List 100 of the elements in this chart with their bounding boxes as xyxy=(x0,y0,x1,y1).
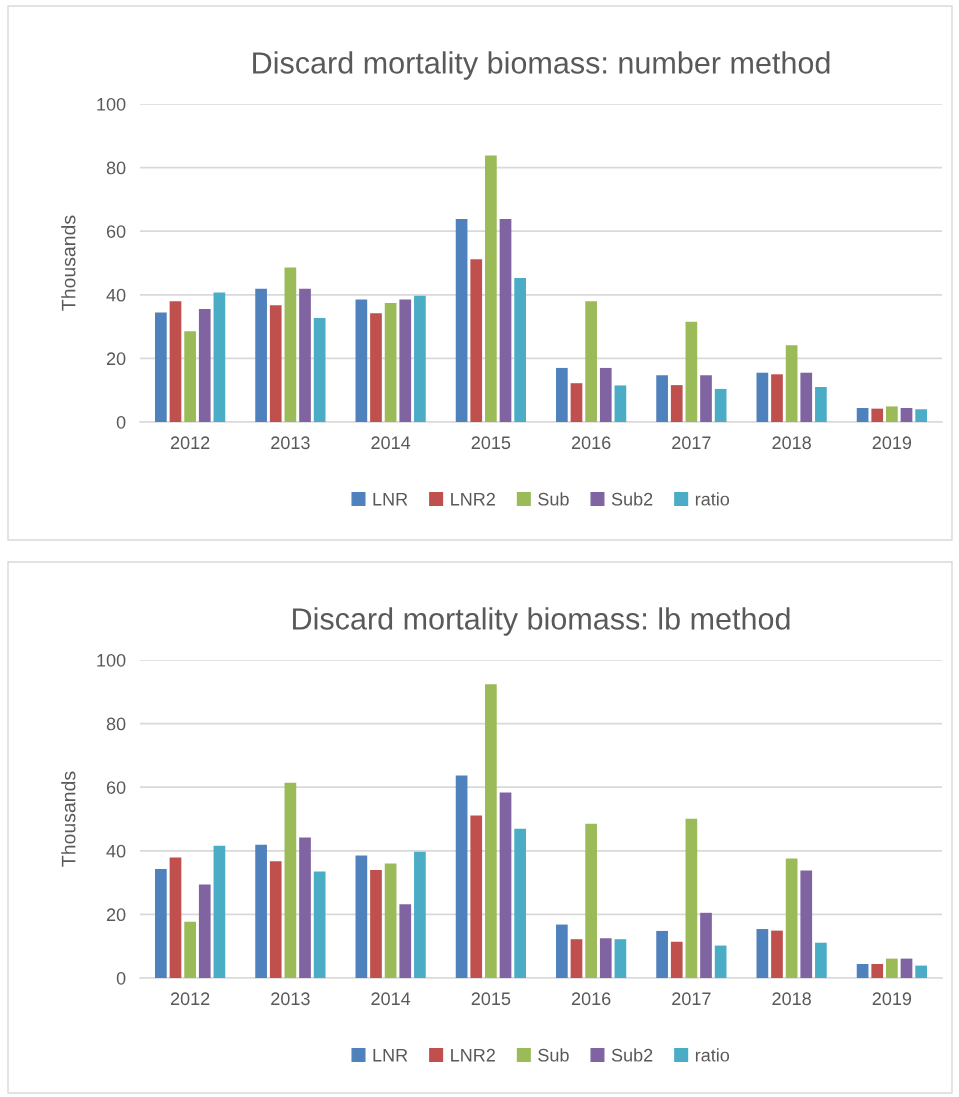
x-tick-label: 2013 xyxy=(271,436,310,450)
bar xyxy=(313,318,326,422)
bar xyxy=(370,869,382,978)
y-tick-label: 40 xyxy=(106,844,126,858)
x-tick-label: 2013 xyxy=(271,992,310,1006)
bar xyxy=(184,331,196,422)
bar xyxy=(384,863,397,978)
bar xyxy=(299,837,311,978)
bar xyxy=(169,857,182,978)
x-tick-label: 2015 xyxy=(471,436,511,450)
x-tick-label: 2014 xyxy=(371,992,411,1006)
bar xyxy=(255,288,267,422)
bar xyxy=(299,288,311,422)
bar xyxy=(585,823,597,978)
bar xyxy=(499,792,512,978)
x-tick-label: 2017 xyxy=(672,992,711,1006)
bar xyxy=(198,309,211,422)
y-tick-label: 20 xyxy=(106,908,126,922)
legend-label: LNR xyxy=(373,1048,408,1062)
bar xyxy=(656,375,668,422)
bar xyxy=(370,313,382,422)
y-tick-label: 60 xyxy=(106,781,126,794)
bar xyxy=(670,385,683,422)
bar xyxy=(599,938,612,978)
x-tick-label: 2019 xyxy=(872,436,912,450)
y-axis-title: Thousands xyxy=(61,771,76,867)
bar xyxy=(213,845,226,978)
bar xyxy=(771,930,783,978)
y-tick-label: 0 xyxy=(116,971,126,985)
bar xyxy=(685,321,698,422)
bar xyxy=(455,775,468,978)
bar xyxy=(399,299,412,422)
bar xyxy=(700,375,712,422)
bar xyxy=(815,387,827,422)
bar xyxy=(399,904,412,978)
legend-label: Sub xyxy=(538,492,569,506)
bar xyxy=(771,374,783,422)
legend-label: ratio xyxy=(695,1048,730,1062)
legend-label: Sub xyxy=(538,1048,569,1062)
x-tick-label: 2018 xyxy=(772,992,811,1006)
bar xyxy=(900,958,913,978)
y-tick-label: 100 xyxy=(97,653,126,667)
bar xyxy=(556,367,568,422)
bar xyxy=(714,945,727,978)
x-tick-label: 2017 xyxy=(672,436,711,450)
bar xyxy=(269,305,282,422)
x-tick-label: 2016 xyxy=(571,992,611,1006)
bar xyxy=(756,929,769,978)
bar xyxy=(284,267,297,422)
x-tick-label: 2012 xyxy=(170,992,210,1006)
bar xyxy=(856,408,869,422)
y-tick-label: 40 xyxy=(106,288,126,302)
bar xyxy=(485,155,497,422)
bar xyxy=(915,409,927,422)
y-axis-title: Thousands xyxy=(61,215,76,311)
y-tick-label: 80 xyxy=(106,161,126,175)
legend-label: LNR2 xyxy=(451,1048,495,1062)
bar xyxy=(514,828,526,978)
bar xyxy=(685,818,698,978)
bar xyxy=(355,299,368,422)
legend-label: LNR2 xyxy=(451,492,495,506)
bar xyxy=(155,312,167,422)
bar xyxy=(871,964,884,978)
bar xyxy=(871,408,884,422)
bar xyxy=(915,965,927,978)
bar xyxy=(499,219,512,422)
y-tick-label: 20 xyxy=(106,352,126,366)
bar xyxy=(556,924,568,978)
bar xyxy=(756,372,769,422)
bar xyxy=(700,912,712,978)
legend-label: Sub2 xyxy=(611,1048,653,1062)
legend-label: ratio xyxy=(695,492,730,506)
bar xyxy=(213,292,226,422)
bar xyxy=(886,958,898,978)
x-tick-label: 2014 xyxy=(371,436,411,450)
bar xyxy=(599,367,612,422)
bar xyxy=(785,345,798,422)
bar xyxy=(313,871,326,978)
bar xyxy=(656,930,668,978)
x-tick-label: 2012 xyxy=(170,436,210,450)
bar xyxy=(714,388,727,422)
bar xyxy=(800,372,813,422)
bar xyxy=(470,815,483,978)
x-tick-label: 2016 xyxy=(571,436,611,450)
bar xyxy=(800,870,813,978)
x-tick-label: 2018 xyxy=(772,436,811,450)
bar xyxy=(184,921,196,978)
bar xyxy=(886,406,898,422)
bar xyxy=(670,941,683,978)
y-tick-label: 100 xyxy=(97,97,126,111)
chart-title: Discard mortality biomass: number method xyxy=(253,51,830,80)
bar xyxy=(614,939,627,978)
bar xyxy=(255,844,267,978)
bar xyxy=(414,295,426,422)
x-tick-label: 2019 xyxy=(872,992,912,1006)
bar xyxy=(414,851,426,978)
bar xyxy=(455,219,468,422)
bar xyxy=(815,942,827,978)
bar xyxy=(900,408,913,422)
bar xyxy=(284,782,297,978)
